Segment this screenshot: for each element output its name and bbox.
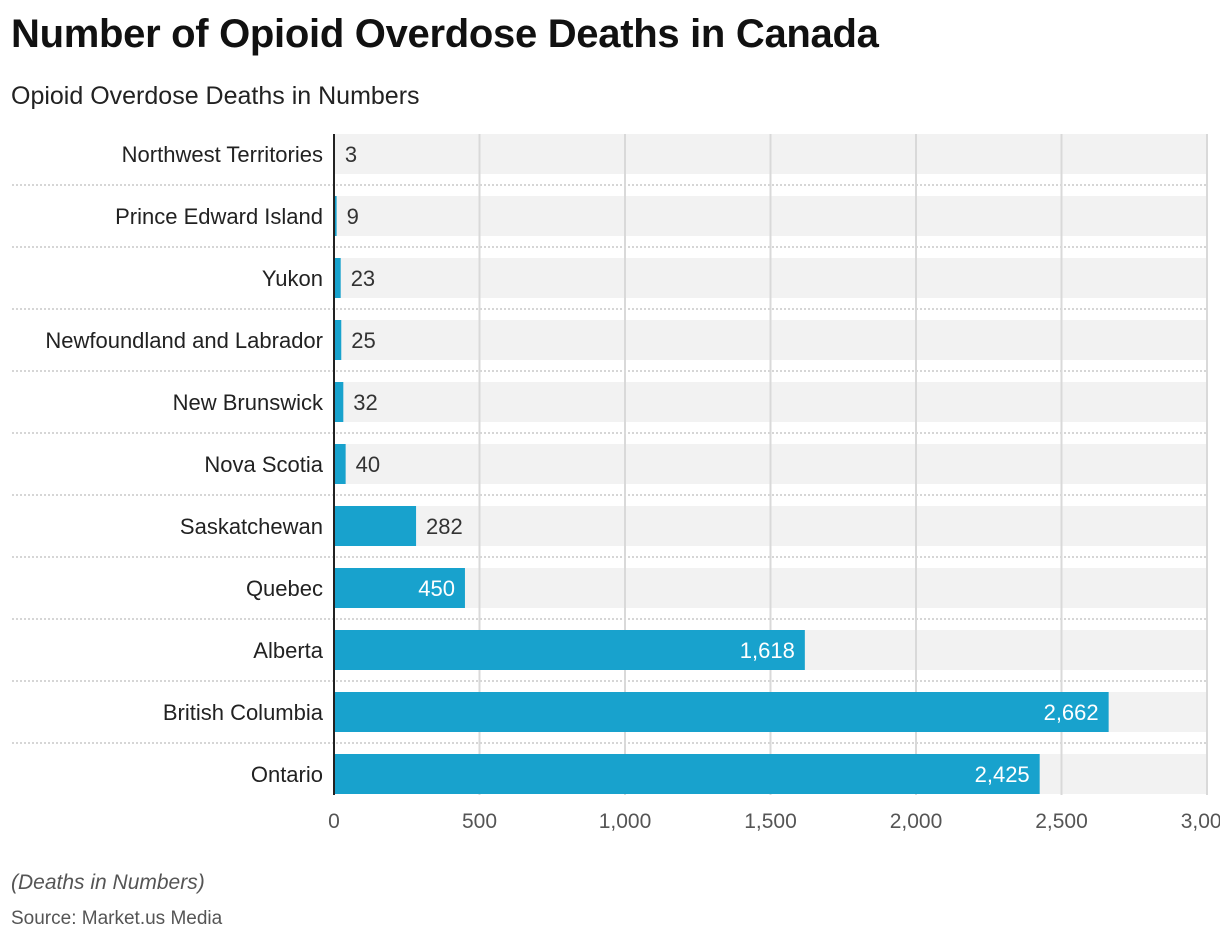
category-label: New Brunswick bbox=[173, 390, 324, 415]
value-label: 1,618 bbox=[740, 638, 795, 663]
value-label: 3 bbox=[345, 142, 357, 167]
category-label: Northwest Territories bbox=[122, 142, 323, 167]
x-tick-label: 1,000 bbox=[599, 810, 652, 833]
x-tick-label: 1,500 bbox=[744, 810, 797, 833]
category-label: Alberta bbox=[253, 638, 323, 663]
bar bbox=[334, 196, 337, 236]
category-label: Nova Scotia bbox=[204, 452, 323, 477]
value-label: 23 bbox=[351, 266, 375, 291]
value-label: 32 bbox=[353, 390, 377, 415]
bar bbox=[334, 692, 1109, 732]
value-label: 9 bbox=[347, 204, 359, 229]
bar bbox=[334, 506, 417, 546]
value-label: 25 bbox=[351, 328, 375, 353]
bar bbox=[334, 444, 346, 484]
value-label: 2,425 bbox=[975, 762, 1030, 787]
category-label: Quebec bbox=[246, 576, 323, 601]
chart-source: Source: Market.us Media bbox=[11, 908, 223, 929]
category-label: Yukon bbox=[262, 266, 323, 291]
value-label: 40 bbox=[356, 452, 380, 477]
chart-note: (Deaths in Numbers) bbox=[11, 871, 205, 894]
value-label: 2,662 bbox=[1044, 700, 1099, 725]
chart-subtitle: Opioid Overdose Deaths in Numbers bbox=[11, 82, 420, 110]
category-label: Newfoundland and Labrador bbox=[45, 328, 323, 353]
x-tick-label: 500 bbox=[462, 810, 497, 833]
category-label: Prince Edward Island bbox=[115, 204, 323, 229]
category-label: Saskatchewan bbox=[180, 514, 323, 539]
chart-title: Number of Opioid Overdose Deaths in Cana… bbox=[11, 12, 879, 56]
x-tick-label: 2,000 bbox=[890, 810, 943, 833]
bar bbox=[334, 630, 805, 670]
category-label: British Columbia bbox=[163, 700, 324, 725]
category-label: Ontario bbox=[251, 762, 323, 787]
bar bbox=[334, 258, 341, 298]
bar bbox=[334, 754, 1040, 794]
bar bbox=[334, 568, 465, 608]
x-tick-label: 3,000 bbox=[1181, 810, 1220, 833]
bar bbox=[334, 320, 342, 360]
bar bbox=[334, 382, 344, 422]
value-label: 450 bbox=[418, 576, 455, 601]
x-tick-label: 0 bbox=[328, 810, 340, 833]
x-tick-label: 2,500 bbox=[1035, 810, 1088, 833]
value-label: 282 bbox=[426, 514, 463, 539]
